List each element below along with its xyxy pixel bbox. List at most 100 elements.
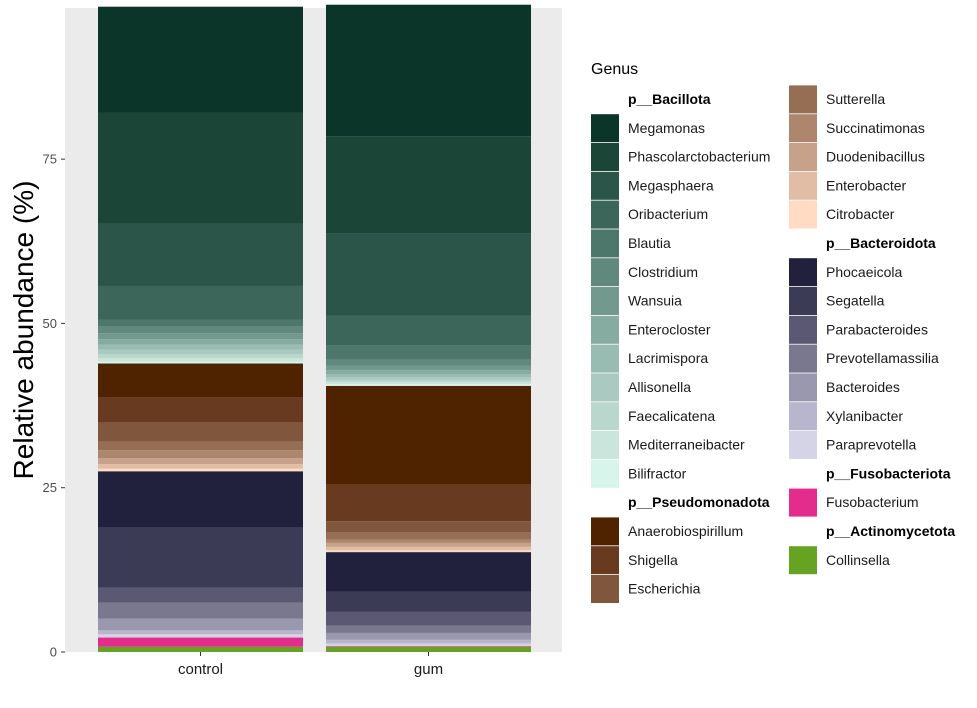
bar-segment-control-faecalicatena [98,354,303,359]
legend: p__Bacillota Megamonas Phascolarctobacteri… [591,85,955,603]
bar-segment-control-lacrimispora [98,344,303,350]
bar-segment-gum-succinatimonas [326,539,531,543]
bar-segment-control-succinatimonas [98,450,303,459]
bar-segment-control-segatella [98,527,303,588]
legend-item-label: Fusobacterium [826,494,919,510]
legend-swatch [591,344,619,373]
legend-swatch [591,402,619,431]
legend-swatch [591,171,619,200]
bar-segment-control-duodenibacillus [98,458,303,465]
bar-segment-gum-phocaeicola [326,552,531,592]
bar-segment-control-enterobacter [98,464,303,469]
legend-swatch [591,575,619,603]
bar-segment-control-sutterella [98,441,303,451]
bar-segment-control-bacteroides [98,618,303,631]
legend-item-label: Megamonas [628,120,705,136]
y-axis-label: Relative abundance (%) [8,181,39,480]
legend-swatch [591,517,619,546]
legend-item-label: Anaerobiospirillum [628,523,743,539]
bar-segment-control-parabacteroides [98,587,303,603]
bar-segment-control-escherichia [98,422,303,442]
legend-item-label: Prevotellamassilia [826,350,939,366]
legend-swatch [591,229,619,258]
bar-segment-gum-mediterraneibacter [326,381,531,384]
bar-segment-gum-oribacterium [326,315,531,346]
legend-item-label: Megasphaera [628,177,714,193]
legend-item-label: Faecalicatena [628,408,715,424]
legend-swatch [789,171,817,200]
legend-item-label: Clostridium [628,264,698,280]
legend-item-label: Segatella [826,293,885,309]
bar-segment-control-mediterraneibacter [98,358,303,362]
legend-group-header: p__Bacillota [628,91,711,107]
bar-segment-gum-collinsella [326,646,531,652]
legend-swatch [789,344,817,373]
legend-item-label: Bacteroides [826,379,900,395]
legend-item-label: Shigella [628,552,678,568]
bar-segment-control-megasphaera [98,223,303,286]
legend-swatch [591,431,619,459]
legend-swatch [789,402,817,431]
bar-segment-gum-phascolarctobacterium [326,136,531,234]
legend-item-label: Wansuia [628,293,682,309]
legend-item-label: Sutterella [826,91,885,107]
legend-item-label: Collinsella [826,552,890,568]
legend-swatch [789,143,817,171]
bar-segment-gum-citrobacter [326,550,531,553]
bar-segment-control-enterocloster [98,339,303,345]
legend-swatch [789,488,817,517]
bar-segment-gum-enterobacter [326,546,531,551]
legend-swatch [591,143,619,171]
bar-segment-control-allisonella [98,349,303,355]
axis-layer: 0 25 50 75 control gum [43,152,444,678]
bar-segment-gum-clostridium [326,359,531,366]
bar-segment-control-prevotellamassilia [98,602,303,619]
y-tick-label: 25 [43,480,57,495]
legend-item-label: Mediterraneibacter [628,437,745,453]
legend-group-header: p__Bacteroidota [826,235,936,251]
bar-segment-gum-megamonas [326,4,531,137]
bar-segment-control-blautia [98,319,303,327]
bar-segment-gum-faecalicatena [326,379,531,382]
legend-item-label: Bilifractor [628,465,687,481]
bar-segment-control-anaerobiospirillum [98,363,303,398]
bar-segment-gum-anaerobiospirillum [326,385,531,485]
legend-item-label: Succinatimonas [826,120,925,136]
bar-segment-control-xylanibacter [98,630,303,635]
legend-group-header: p__Pseudomonadota [628,494,770,510]
x-tick-label-control: control [178,661,223,678]
bar-segment-gum-allisonella [326,377,531,380]
bar-segment-gum-blautia [326,345,531,360]
bar-segment-control-fusobacterium [98,637,303,647]
legend-item-label: Enterocloster [628,321,711,337]
legend-swatch [789,200,817,229]
bar-segment-gum-enterocloster [326,370,531,375]
legend-item-label: Xylanibacter [826,408,903,424]
bar-segment-gum-lacrimispora [326,374,531,378]
y-tick-label: 50 [43,316,57,331]
legend-item-label: Blautia [628,235,671,251]
bar-segment-gum-wansuia [326,365,531,371]
bar-segment-control-oribacterium [98,285,303,320]
legend-swatch [789,114,817,143]
bar-segment-control-shigella [98,397,303,422]
legend-item-label: Lacrimispora [628,350,708,366]
legend-item-label: Enterobacter [826,177,906,193]
y-tick-label: 0 [50,645,57,660]
bar-segment-gum-fusobacterium [326,646,531,647]
bar-segment-control-collinsella [98,646,303,652]
bar-segment-control-megamonas [98,6,303,113]
x-tick-label-gum: gum [414,661,443,678]
legend-swatch [591,287,619,315]
legend-item-label: Oribacterium [628,206,708,222]
legend-item-label: Parabacteroides [826,321,928,337]
bar-segment-control-phocaeicola [98,471,303,528]
bar-segment-gum-bacteroides [326,632,531,640]
bar-segment-gum-paraprevotella [326,643,531,647]
bars-layer [98,4,531,652]
legend-item-label: Escherichia [628,581,701,597]
legend-swatch [591,315,619,344]
legend-swatch [789,85,817,114]
bar-segment-gum-escherichia [326,521,531,533]
